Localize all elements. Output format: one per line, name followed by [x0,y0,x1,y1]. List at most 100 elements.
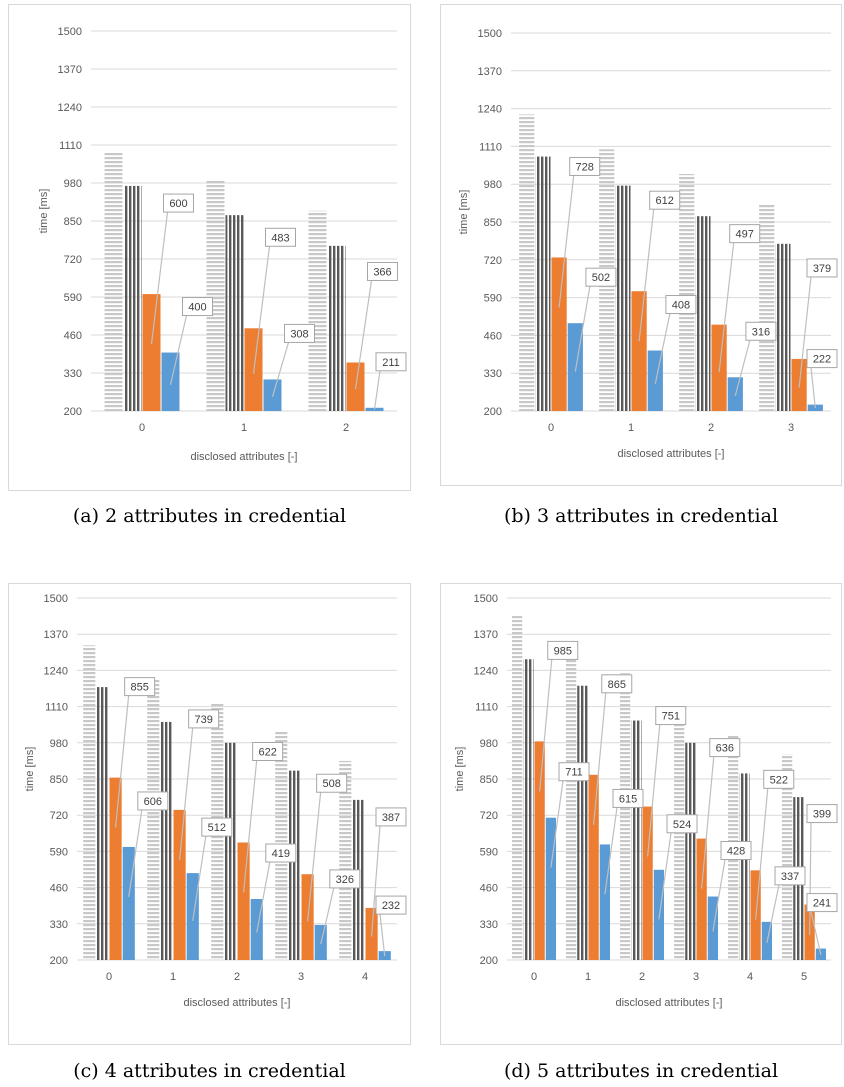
bar [339,760,352,960]
callout-leader [550,780,564,868]
callout-leader [718,242,735,373]
data-label-box [188,709,220,729]
callout-leader [150,212,169,345]
callout-leader [256,861,271,933]
bar [104,152,123,412]
y-tick-label: 200 [484,406,502,418]
x-tick-label: 2 [234,971,240,983]
callout-leader [373,370,381,410]
y-tick-label: 980 [50,738,68,750]
y-tick-label: 460 [64,330,82,342]
data-label: 428 [727,846,745,858]
data-label-box [666,814,698,834]
bar [511,614,523,960]
y-tick-label: 1370 [478,66,502,78]
bar [142,294,161,411]
data-label-box [806,349,838,369]
callout-leader [320,887,335,945]
x-axis-label: disclosed attributes [-] [184,997,291,1009]
y-tick-label: 460 [484,330,502,342]
y-tick-label: 1500 [478,28,502,40]
bar [534,741,545,960]
x-tick-label: 4 [362,971,368,983]
bar [615,185,631,411]
y-tick-label: 980 [480,738,498,750]
callout-leader [178,727,194,860]
bar [631,291,647,411]
data-label: 366 [373,266,391,278]
y-axis-label: time [ms] [458,190,470,235]
data-label-box [367,261,398,281]
x-tick-label: 5 [801,971,807,983]
y-tick-label: 330 [480,919,498,931]
y-tick-label: 980 [64,178,82,190]
y-tick-label: 330 [64,368,82,380]
y-tick-label: 1370 [44,629,68,641]
data-label-box [612,788,644,808]
data-label-box [265,227,296,247]
y-tick-label: 590 [484,293,502,305]
bar [673,706,685,960]
bar [173,809,186,960]
chart-caption: (a) 2 attributes in credential [72,505,347,527]
data-label-box [806,893,838,913]
data-label-box [137,791,169,811]
callout-leader [114,695,130,828]
bar [224,742,237,960]
data-label: 497 [736,229,754,241]
callout-leader [798,276,812,388]
data-label: 612 [656,195,674,207]
y-tick-label: 1110 [59,140,82,152]
chart-svg: 2003304605907208509801110124013701500tim… [458,28,838,460]
y-tick-label: 1110 [475,702,498,714]
data-label: 483 [271,232,289,244]
y-tick-label: 980 [484,179,502,191]
data-label-box [569,156,601,176]
y-tick-label: 1110 [479,141,502,153]
bar [161,352,180,411]
data-label: 222 [813,354,831,366]
data-label: 865 [608,679,626,691]
callout-leader [558,175,575,308]
callout-leader [755,788,769,920]
data-label: 606 [144,796,162,808]
data-label: 502 [592,272,610,284]
chart-svg: 2003304605907208509801110124013701500tim… [24,593,407,1009]
data-label: 508 [322,778,340,790]
chart-svg: 2003304605907208509801110124013701500tim… [454,593,838,1009]
callout-leader [354,280,373,390]
data-label: 855 [130,682,148,694]
bar [551,257,567,411]
y-tick-label: 590 [64,292,82,304]
chart-frame: 200 330 460 590 720 850 980 1110 1240 1370 1500 tim… [8,583,411,1045]
x-tick-label: 3 [693,971,699,983]
y-tick-label: 330 [50,919,68,931]
y-axis-label: time [ms] [454,747,466,792]
data-label: 308 [290,328,308,340]
y-tick-label: 1500 [44,593,68,605]
x-tick-label: 1 [170,971,176,983]
bar [588,774,599,960]
bar [96,687,109,960]
chart-caption: (b) 3 attributes in credential [503,505,779,527]
y-tick-label: 460 [480,883,498,895]
data-label: 711 [565,767,583,779]
bar [695,216,711,411]
data-label: 419 [272,848,290,860]
bar [123,185,142,411]
bar [523,659,534,960]
y-tick-label: 850 [50,774,68,786]
callout-leader [574,286,591,372]
data-label-box [665,295,697,315]
y-tick-label: 850 [64,216,82,228]
data-label-box [329,869,361,889]
data-label-box [745,321,777,341]
chart-caption: (c) 4 attributes in credential [73,1060,346,1082]
y-tick-label: 720 [480,810,498,822]
bar [679,174,695,411]
data-label: 615 [619,793,637,805]
data-label: 524 [673,819,691,831]
chart-frame: 200 330 460 590 720 850 980 1110 1240 1370 1500 tim… [440,583,842,1045]
callout-leader [766,884,780,943]
x-tick-label: 0 [106,971,112,983]
